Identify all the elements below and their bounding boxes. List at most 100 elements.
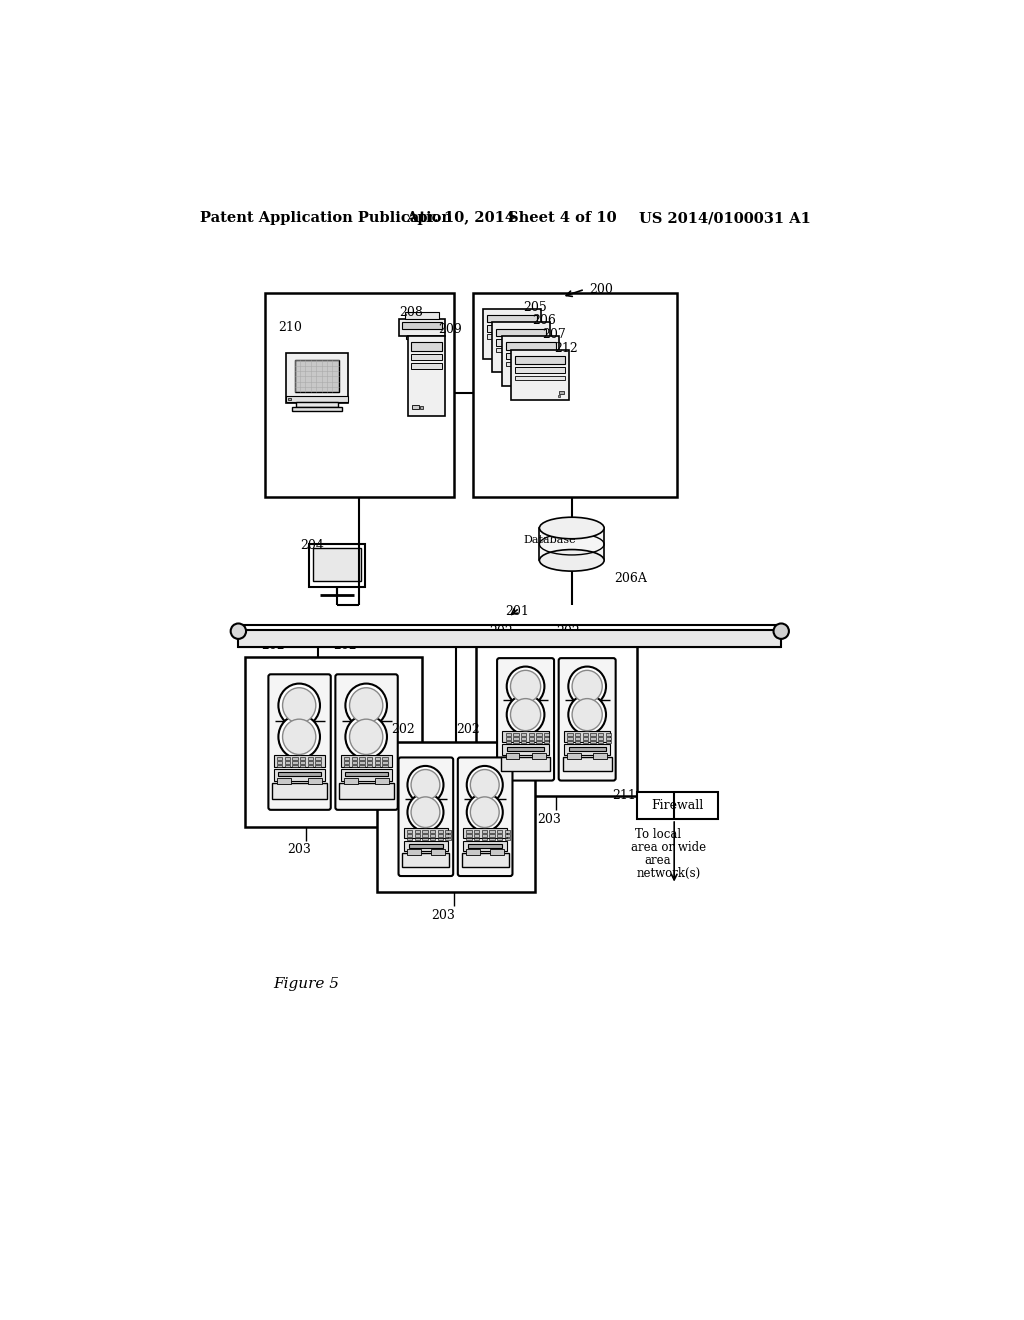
Ellipse shape — [283, 719, 315, 755]
Bar — [344, 762, 349, 763]
Ellipse shape — [408, 793, 443, 832]
Bar — [375, 758, 380, 760]
Text: 203: 203 — [431, 908, 455, 921]
Ellipse shape — [540, 517, 604, 539]
Bar — [544, 741, 550, 743]
Bar — [413, 405, 419, 409]
Bar — [415, 838, 420, 841]
Bar — [489, 838, 495, 841]
Text: 204: 204 — [300, 539, 324, 552]
Bar — [408, 335, 444, 416]
Bar — [295, 360, 339, 392]
Bar — [430, 830, 435, 833]
Bar — [506, 738, 511, 739]
Bar — [481, 838, 487, 841]
Text: To local: To local — [635, 828, 681, 841]
Bar — [375, 766, 380, 767]
Bar — [367, 762, 373, 763]
Bar — [497, 348, 547, 352]
Bar — [351, 758, 357, 760]
Bar — [583, 741, 588, 743]
Text: 212: 212 — [554, 342, 578, 355]
Ellipse shape — [349, 688, 383, 723]
Bar — [515, 376, 565, 380]
Bar — [605, 738, 611, 739]
Bar — [279, 772, 321, 776]
Bar — [530, 354, 532, 355]
Ellipse shape — [511, 671, 541, 702]
Bar — [506, 734, 511, 735]
Bar — [292, 407, 342, 411]
Bar — [273, 755, 326, 767]
Bar — [497, 834, 503, 837]
Bar — [420, 407, 423, 409]
Bar — [407, 834, 413, 837]
Bar — [438, 834, 443, 837]
Ellipse shape — [572, 671, 602, 702]
Bar — [382, 758, 388, 760]
Bar — [506, 752, 519, 759]
Bar — [503, 731, 549, 742]
Bar — [403, 841, 447, 851]
Bar — [351, 766, 357, 767]
Bar — [239, 630, 781, 647]
Bar — [567, 752, 581, 759]
Bar — [574, 734, 581, 735]
Ellipse shape — [773, 623, 788, 639]
Bar — [598, 738, 603, 739]
Bar — [564, 744, 610, 755]
Bar — [276, 777, 291, 784]
Bar — [315, 758, 321, 760]
Bar — [593, 752, 607, 759]
Bar — [590, 738, 596, 739]
Bar — [541, 363, 546, 367]
Bar — [292, 766, 298, 767]
Bar — [296, 403, 339, 407]
Bar — [503, 744, 549, 755]
Bar — [359, 766, 365, 767]
Bar — [466, 849, 480, 855]
Ellipse shape — [283, 688, 315, 723]
Bar — [315, 762, 321, 763]
Ellipse shape — [511, 698, 541, 731]
Bar — [559, 391, 564, 395]
Bar — [307, 758, 313, 760]
Bar — [521, 741, 526, 743]
Bar — [411, 363, 441, 370]
Bar — [550, 378, 555, 380]
Bar — [308, 777, 323, 784]
Ellipse shape — [568, 694, 606, 734]
Bar — [359, 758, 365, 760]
Bar — [407, 838, 413, 841]
Bar — [502, 337, 559, 387]
Bar — [438, 830, 443, 833]
Bar — [402, 853, 450, 867]
Bar — [544, 738, 550, 739]
Bar — [605, 734, 611, 735]
Bar — [506, 342, 556, 350]
Text: area or wide: area or wide — [631, 841, 707, 854]
FancyBboxPatch shape — [268, 675, 331, 810]
Bar — [445, 830, 451, 833]
Text: 210: 210 — [279, 321, 302, 334]
Bar — [515, 356, 565, 364]
Ellipse shape — [507, 667, 545, 706]
Bar — [367, 766, 373, 767]
Bar — [339, 783, 394, 799]
Bar — [474, 834, 479, 837]
Bar — [528, 741, 535, 743]
Bar — [438, 838, 443, 841]
Bar — [567, 734, 572, 735]
Text: area: area — [644, 854, 671, 867]
Bar — [276, 766, 283, 767]
Bar — [637, 792, 718, 818]
Bar — [359, 762, 365, 763]
Bar — [511, 350, 568, 400]
Bar — [531, 350, 537, 352]
Text: 211: 211 — [612, 789, 637, 803]
Bar — [558, 395, 560, 397]
Bar — [537, 734, 542, 735]
Bar — [403, 828, 447, 838]
Bar — [300, 766, 305, 767]
Bar — [285, 766, 290, 767]
